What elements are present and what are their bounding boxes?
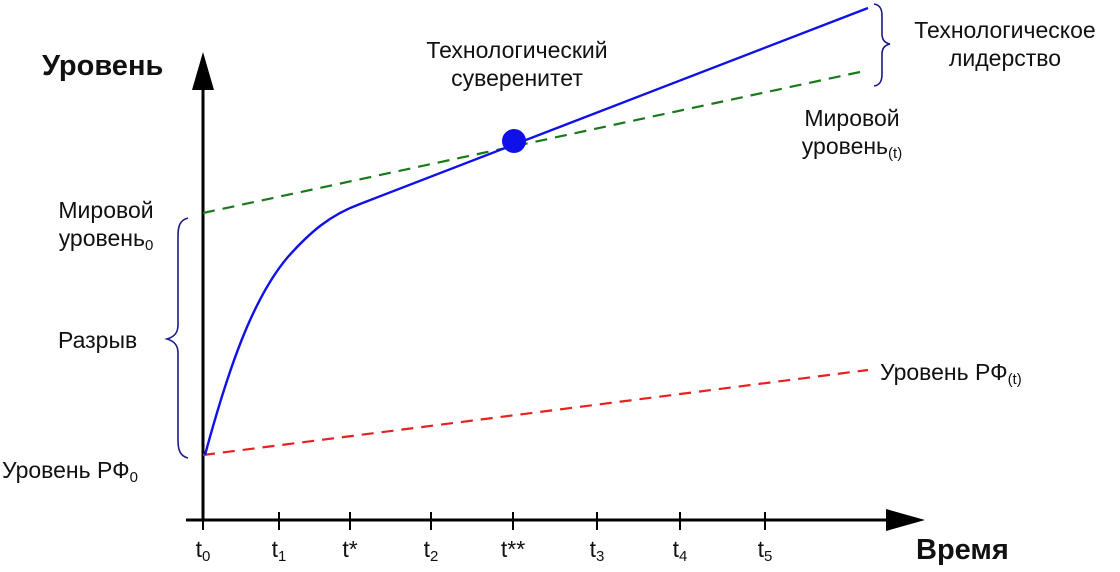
x-tick-label: t** [500,536,526,562]
sovereignty-label: Технологический суверенитет [426,37,608,91]
leadership-brace [873,3,891,87]
x-tick-label: t4 [672,536,688,565]
x-axis-arrow [886,509,925,531]
gap-brace [164,217,189,459]
world-level-0-label: Мировой уровень0 [58,197,154,254]
y-axis-arrow [192,52,214,90]
tech-development-curve [203,6,869,456]
gap-label: Разрыв [58,327,138,353]
x-tick-label: t3 [589,536,605,565]
world-level-t-label: Мировой уровень(t) [801,105,903,162]
leadership-label: Технологическое лидерство [914,17,1096,71]
rf-level-t-label: Уровень РФ(t) [880,359,1022,388]
x-tick-label: t2 [423,536,439,565]
rf-level-0-label: Уровень РФ0 [2,457,138,486]
x-tick-label: t1 [271,536,287,565]
y-axis-title: Уровень [42,50,164,82]
x-axis-ticks [202,512,766,530]
x-tick-label: t* [342,536,358,562]
x-axis-title: Время [916,534,1009,566]
x-tick-label: t0 [195,536,211,565]
sovereignty-point [502,129,526,153]
world-level-line [202,70,861,215]
x-tick-label: t5 [757,536,773,565]
rf-level-line [202,368,869,457]
